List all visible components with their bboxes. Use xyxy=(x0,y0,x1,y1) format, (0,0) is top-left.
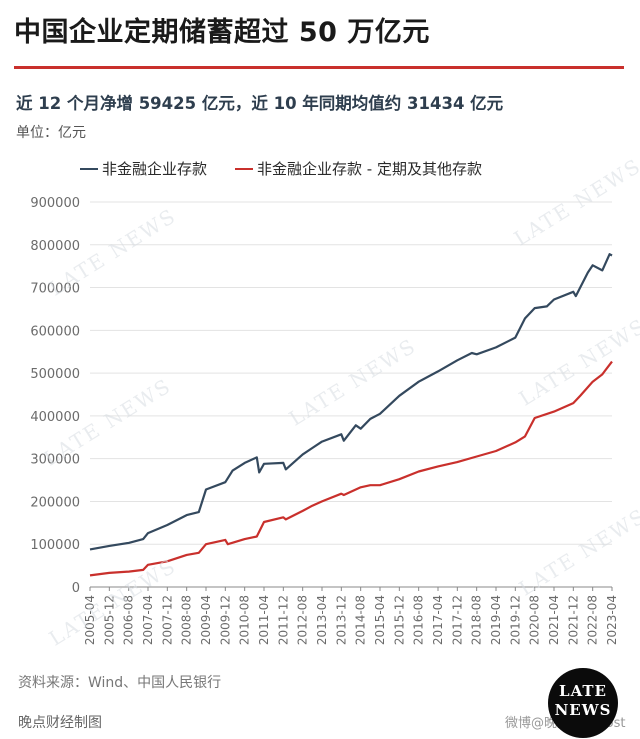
y-tick-label: 300000 xyxy=(30,453,80,468)
x-tick-label: 2020-08 xyxy=(528,595,542,645)
series-line-total-deposits xyxy=(89,253,613,551)
x-tick-label: 2018-08 xyxy=(470,595,484,645)
x-tick-label: 2010-08 xyxy=(238,595,252,645)
brand-logo: LATE NEWS xyxy=(548,668,618,738)
title-divider xyxy=(14,66,624,69)
y-tick-label: 600000 xyxy=(30,324,80,339)
line-chart: 0 100000 200000 300000 400000 500000 600000 700… xyxy=(30,196,619,645)
x-tick-label: 2014-08 xyxy=(354,595,368,645)
x-tick-label: 2011-12 xyxy=(276,595,290,645)
page-title: 中国企业定期储蓄超过 50 万亿元 xyxy=(14,17,430,48)
x-tick-label: 2011-04 xyxy=(257,595,271,645)
x-tick-label: 2013-04 xyxy=(315,595,329,645)
y-tick-label: 800000 xyxy=(30,239,80,254)
x-tick-label: 2009-04 xyxy=(199,595,213,645)
legend-item-total: 非金融企业存款 xyxy=(80,158,207,179)
x-tick-label: 2005-04 xyxy=(83,595,97,645)
x-tick-label: 2023-04 xyxy=(605,595,619,645)
x-tick-label: 2015-12 xyxy=(392,595,406,645)
x-tick-label: 2016-08 xyxy=(412,595,426,645)
x-tick-label: 2007-04 xyxy=(141,595,155,645)
unit-label: 单位：亿元 xyxy=(16,125,86,141)
y-tick-label: 700000 xyxy=(30,282,80,297)
legend-label-term: 非金融企业存款 - 定期及其他存款 xyxy=(257,160,482,178)
legend-swatch-term xyxy=(235,167,254,170)
y-tick-label: 900000 xyxy=(30,196,80,211)
x-tick-label: 2005-12 xyxy=(102,595,116,645)
brand-logo-line1: LATE xyxy=(559,682,607,700)
chart-credit: 晚点财经制图 xyxy=(18,715,102,731)
x-tick-label: 2017-04 xyxy=(431,595,445,645)
legend-item-term: 非金融企业存款 - 定期及其他存款 xyxy=(235,158,482,179)
x-tick-label: 2019-04 xyxy=(489,595,503,645)
data-source: 资料来源：Wind、中国人民银行 xyxy=(18,675,222,691)
x-tick-label: 2006-08 xyxy=(122,595,136,645)
x-tick-label: 2021-12 xyxy=(566,595,580,645)
x-tick-label: 2012-08 xyxy=(296,595,310,645)
x-tick-label: 2019-12 xyxy=(508,595,522,645)
legend-label-total: 非金融企业存款 xyxy=(102,160,208,178)
y-tick-label: 0 xyxy=(72,581,80,596)
chart-legend: 非金融企业存款 非金融企业存款 - 定期及其他存款 xyxy=(80,158,482,179)
x-tick-label: 2013-12 xyxy=(334,595,348,645)
x-tick-label: 2017-12 xyxy=(450,595,464,645)
y-tick-label: 400000 xyxy=(30,410,80,425)
x-tick-label: 2021-04 xyxy=(547,595,561,645)
x-tick-label: 2008-08 xyxy=(180,595,194,645)
legend-swatch-total xyxy=(80,167,98,170)
brand-logo-line2: NEWS xyxy=(554,701,612,719)
y-tick-label: 200000 xyxy=(30,495,80,510)
y-tick-label: 100000 xyxy=(30,538,80,553)
x-tick-label: 2007-12 xyxy=(160,595,174,645)
x-tick-label: 2022-08 xyxy=(586,595,600,645)
y-tick-label: 500000 xyxy=(30,367,80,382)
chart-subtitle: 近 12 个月净增 59425 亿元，近 10 年同期均值约 31434 亿元 xyxy=(16,94,504,113)
series-line-term-deposits xyxy=(89,360,613,577)
x-tick-label: 2009-12 xyxy=(218,595,232,645)
x-tick-label: 2015-04 xyxy=(373,595,387,645)
